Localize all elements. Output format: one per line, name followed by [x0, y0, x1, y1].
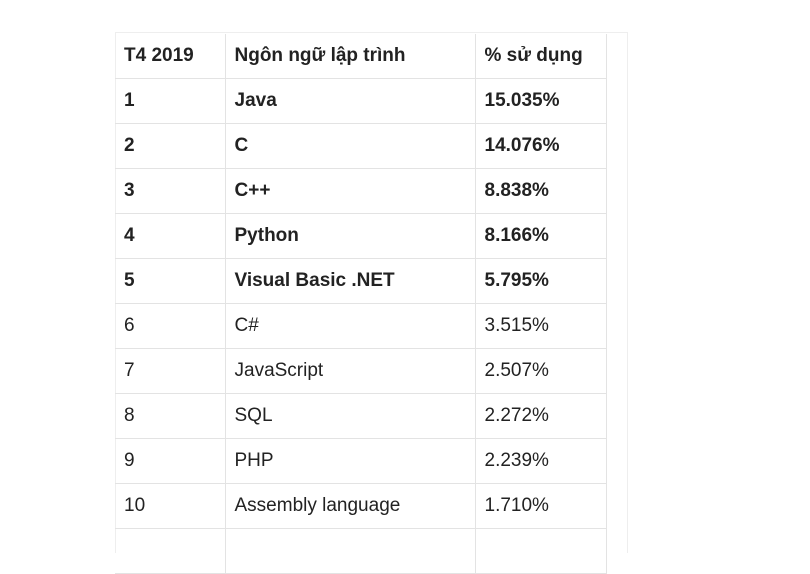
rank-cell: 7: [115, 348, 226, 394]
share-cell: 8.166%: [474, 213, 607, 259]
cell: [474, 528, 607, 574]
language-cell: Python: [224, 213, 476, 259]
table-row: 4 Python 8.166%: [115, 213, 607, 259]
language-cell: PHP: [224, 438, 476, 484]
table-row: 1 Java 15.035%: [115, 78, 607, 124]
share-cell: 8.838%: [474, 168, 607, 214]
table-row: [115, 528, 607, 574]
header-cell: T4 2019: [115, 34, 226, 79]
page: T4 2019 Ngôn ngữ lập trình% sử dụng 1 Java…: [115, 32, 628, 574]
share-cell: 14.076%: [474, 123, 607, 169]
table-row: 6 C# 3.515%: [115, 303, 607, 349]
rank-cell: 8: [115, 393, 226, 439]
rank-cell: 9: [115, 438, 226, 484]
language-cell: C#: [224, 303, 476, 349]
rank-cell: 6: [115, 303, 226, 349]
language-cell: Assembly language: [224, 483, 476, 529]
language-cell: SQL: [224, 393, 476, 439]
cell: [224, 528, 476, 574]
table-row: 9 PHP 2.239%: [115, 438, 607, 484]
rank-cell: 5: [115, 258, 226, 304]
ranking-table: T4 2019 Ngôn ngữ lập trình% sử dụng 1 Java…: [115, 34, 607, 574]
share-cell: 5.795%: [474, 258, 607, 304]
cell: [115, 528, 226, 574]
table-row: 7 JavaScript 2.507%: [115, 348, 607, 394]
table-container: T4 2019 Ngôn ngữ lập trình% sử dụng 1 Java…: [115, 32, 628, 574]
share-cell: 3.515%: [474, 303, 607, 349]
table-row: 10 Assembly language 1.710%: [115, 483, 607, 529]
share-cell: 15.035%: [474, 78, 607, 124]
share-cell: 2.272%: [474, 393, 607, 439]
header-row: T4 2019 Ngôn ngữ lập trình% sử dụng: [115, 34, 607, 79]
language-cell: C: [224, 123, 476, 169]
table-row: 8 SQL 2.272%: [115, 393, 607, 439]
share-cell: 2.239%: [474, 438, 607, 484]
language-cell: C++: [224, 168, 476, 214]
table-row: 5 Visual Basic .NET 5.795%: [115, 258, 607, 304]
table-row: 3 C++ 8.838%: [115, 168, 607, 214]
header-cell: % sử dụng: [474, 34, 607, 79]
share-cell: 1.710%: [474, 483, 607, 529]
share-cell: 2.507%: [474, 348, 607, 394]
rank-cell: 2: [115, 123, 226, 169]
table-body: 1 Java 15.035% 2 C 14.076% 3 C++ 8.838% 4 Python 8.…: [115, 78, 607, 574]
language-cell: Visual Basic .NET: [224, 258, 476, 304]
language-cell: Java: [224, 78, 476, 124]
table-row: 2 C 14.076%: [115, 123, 607, 169]
language-cell: JavaScript: [224, 348, 476, 394]
rank-cell: 10: [115, 483, 226, 529]
header-cell: Ngôn ngữ lập trình: [224, 34, 476, 79]
rank-cell: 4: [115, 213, 226, 259]
rank-cell: 1: [115, 78, 226, 124]
rank-cell: 3: [115, 168, 226, 214]
